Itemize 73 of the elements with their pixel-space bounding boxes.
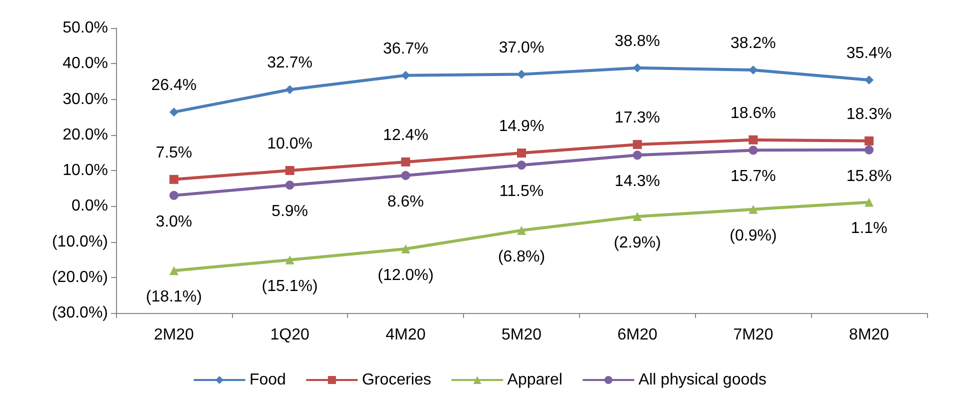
data-label: 8.6% — [387, 193, 424, 210]
data-label: 15.7% — [730, 168, 776, 186]
point — [632, 150, 642, 160]
data-label: 3.0% — [156, 213, 192, 230]
data-label: (15.1%) — [262, 278, 318, 295]
point — [632, 212, 642, 221]
point — [748, 146, 758, 155]
point — [169, 266, 178, 276]
point — [401, 157, 410, 166]
y-tick-label: (10.0%) — [52, 233, 108, 250]
data-label: 14.9% — [498, 118, 544, 136]
data-label: (6.8%) — [498, 248, 546, 266]
point — [748, 204, 758, 214]
data-label: (18.1%) — [146, 288, 202, 306]
point — [748, 135, 758, 144]
legend-label: Food — [249, 372, 286, 388]
x-tick-label: 5M20 — [501, 326, 542, 344]
data-label: 7.5% — [156, 144, 192, 162]
x-tick-label: 8M20 — [849, 326, 890, 344]
data-label: 12.4% — [382, 126, 428, 144]
point — [632, 140, 642, 149]
y-tick-label: 30.0% — [62, 90, 108, 108]
point — [401, 244, 410, 254]
point — [517, 148, 526, 158]
data-label: 35.4% — [846, 45, 892, 62]
point — [285, 255, 294, 264]
data-label: (2.9%) — [614, 234, 661, 252]
y-tick-label: 20.0% — [62, 126, 108, 144]
point — [169, 190, 178, 200]
point — [169, 108, 178, 117]
y-tick-label: 40.0% — [62, 55, 108, 72]
data-label: 32.7% — [267, 54, 312, 72]
point — [285, 180, 294, 190]
data-label: 38.8% — [614, 32, 660, 50]
x-tick-label: 7M20 — [733, 326, 774, 344]
legend-label: Apparel — [507, 372, 562, 388]
x-tick-label: 2M20 — [154, 326, 194, 344]
data-label: (0.9%) — [730, 227, 777, 244]
y-tick-label: 10.0% — [62, 162, 108, 179]
point — [864, 145, 874, 154]
data-label: 38.2% — [730, 35, 776, 52]
data-label: 26.4% — [151, 77, 197, 94]
point — [169, 174, 178, 184]
legend-label: All physical goods — [638, 372, 767, 388]
y-tick-label: 0.0% — [72, 198, 108, 215]
point — [285, 166, 294, 175]
data-label: 37.0% — [498, 39, 544, 56]
x-tick-label: 4M20 — [386, 326, 426, 344]
legend-label: Groceries — [362, 372, 432, 388]
data-label: 11.5% — [499, 183, 544, 200]
data-label: 18.6% — [730, 104, 776, 122]
data-label: (12.0%) — [378, 266, 434, 284]
point — [517, 70, 526, 79]
point — [401, 170, 410, 180]
data-label: 5.9% — [272, 203, 308, 220]
point — [864, 76, 874, 85]
data-label: 15.8% — [846, 168, 892, 185]
data-label: 1.1% — [850, 220, 888, 238]
point — [517, 160, 526, 170]
point — [864, 198, 874, 207]
x-tick-label: 6M20 — [617, 326, 658, 344]
data-label: 14.3% — [614, 173, 660, 190]
data-label: 17.3% — [614, 109, 660, 126]
x-tick-label: 1Q20 — [270, 326, 310, 344]
point — [517, 226, 526, 235]
y-tick-label: (20.0%) — [52, 268, 108, 286]
data-label: 36.7% — [382, 40, 428, 58]
point — [864, 136, 874, 146]
data-label: 18.3% — [846, 106, 892, 123]
y-tick-label: 50.0% — [62, 20, 108, 36]
point — [285, 85, 294, 94]
data-label: 10.0% — [267, 136, 312, 152]
y-tick-label: (30.0%) — [52, 304, 108, 322]
